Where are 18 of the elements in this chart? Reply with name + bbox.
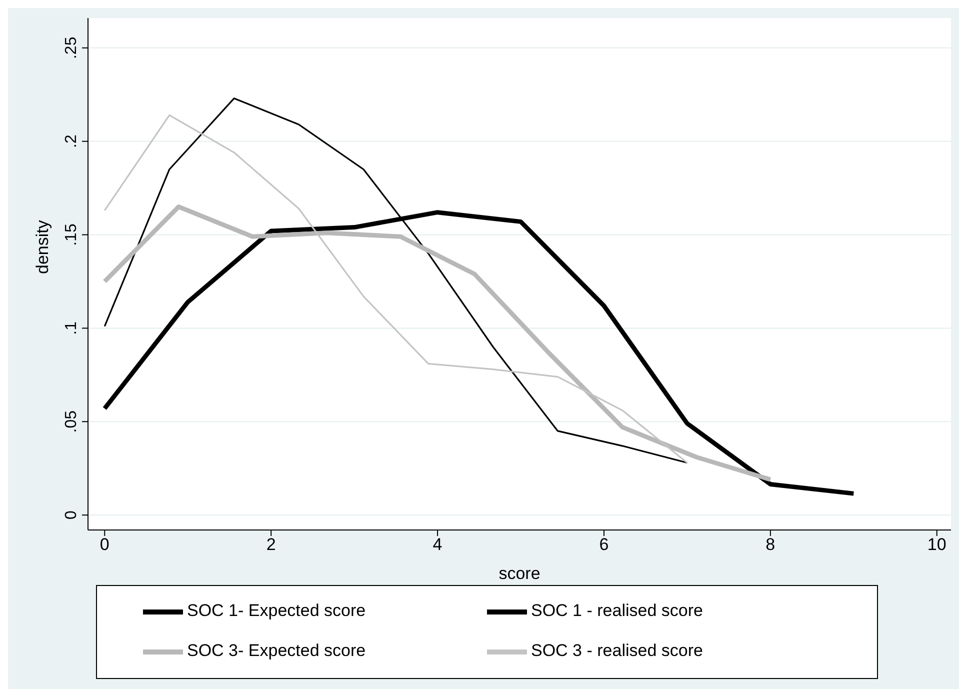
legend-label: SOC 1- Expected score (187, 601, 367, 622)
x-tick-label: 6 (599, 535, 609, 554)
x-tick-label: 2 (266, 535, 276, 554)
legend-label: SOC 3 - realised score (531, 641, 704, 662)
y-tick-label: .2 (63, 134, 80, 148)
y-axis-title: density (33, 220, 52, 274)
y-tick-label: .25 (63, 36, 80, 60)
y-tick-label: .15 (63, 224, 80, 246)
x-tick-label: 10 (927, 535, 946, 554)
y-tick-label: .1 (63, 321, 80, 335)
x-tick-label: 4 (432, 535, 442, 554)
x-axis-title: score (498, 564, 540, 583)
y-tick-label: 0 (63, 510, 80, 520)
legend-label: SOC 3- Expected score (187, 641, 367, 662)
y-tick-label: .05 (63, 410, 80, 433)
x-tick-label: 0 (100, 535, 110, 554)
legend-label: SOC 1 - realised score (531, 601, 704, 622)
x-tick-label: 8 (766, 535, 776, 554)
